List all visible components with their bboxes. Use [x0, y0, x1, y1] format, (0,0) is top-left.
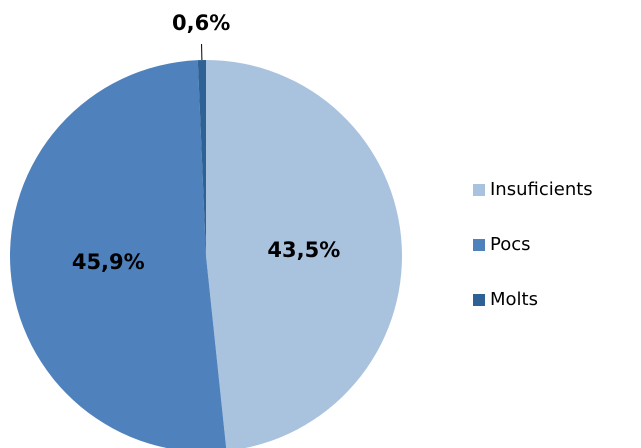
data-label: 45,9% — [72, 250, 145, 274]
pie-slice — [197, 60, 206, 256]
legend-label: Molts — [490, 289, 538, 310]
pie-slice — [10, 60, 227, 448]
legend-label: Pocs — [490, 234, 531, 255]
data-label: 43,5% — [267, 238, 340, 262]
pie-slice — [206, 60, 402, 448]
legend-swatch — [473, 294, 485, 306]
legend-swatch — [473, 184, 485, 196]
data-label: 0,6% — [172, 11, 230, 35]
legend-label: Insuficients — [490, 179, 593, 200]
legend-swatch — [473, 239, 485, 251]
